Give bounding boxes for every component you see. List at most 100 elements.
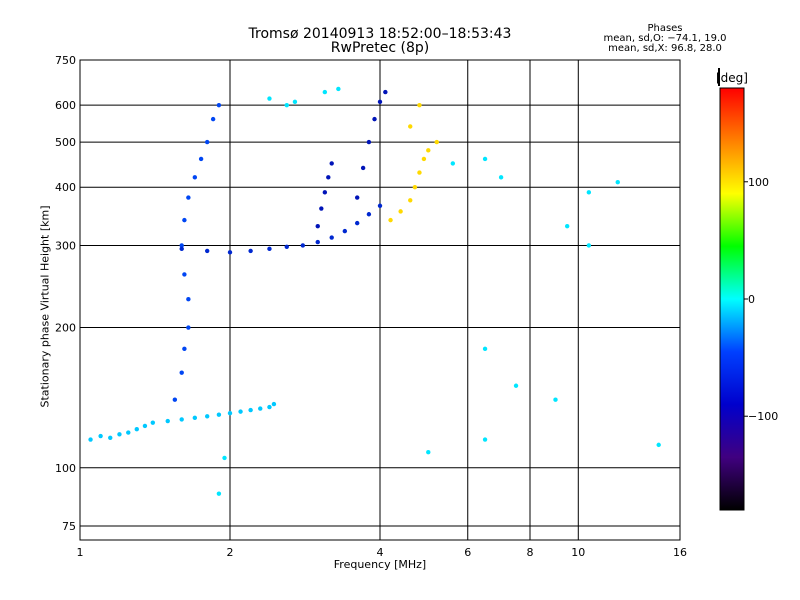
- colorbar-unit-bracket: [718, 68, 720, 86]
- data-point: [426, 148, 431, 153]
- data-point: [366, 139, 372, 145]
- data-point: [142, 423, 148, 429]
- data-point: [482, 346, 488, 352]
- y-tick-label: 500: [55, 136, 76, 149]
- y-tick-label: 750: [55, 54, 76, 67]
- colorbar-unit: [deg]: [716, 71, 748, 85]
- data-point: [326, 175, 331, 180]
- data-point: [417, 170, 422, 175]
- x-tick-label: 4: [377, 546, 384, 559]
- data-point: [108, 435, 113, 440]
- data-point: [192, 415, 198, 421]
- data-point: [227, 250, 233, 255]
- data-point: [329, 235, 334, 240]
- colorbar-tick-label: −100: [748, 410, 778, 423]
- data-point: [656, 442, 661, 448]
- data-point: [322, 89, 328, 95]
- y-tick-label: 75: [62, 520, 76, 533]
- data-point: [300, 243, 306, 248]
- x-tick-label: 10: [571, 546, 585, 559]
- data-point: [182, 217, 187, 223]
- x-tick-label: 16: [673, 546, 687, 559]
- data-point: [284, 244, 289, 250]
- data-point: [258, 406, 263, 411]
- phase-title: Phases: [647, 23, 683, 34]
- data-point: [360, 165, 366, 171]
- data-point: [216, 412, 222, 417]
- data-point: [204, 248, 210, 254]
- y-tick-label: 600: [55, 99, 76, 112]
- data-point: [134, 427, 139, 432]
- data-point: [417, 102, 422, 108]
- data-point: [179, 246, 184, 252]
- data-point: [179, 370, 184, 375]
- data-point: [204, 139, 210, 145]
- data-point: [267, 404, 272, 410]
- phase-x-stats: mean, sd,X: 96.8, 28.0: [608, 43, 722, 54]
- data-point: [377, 203, 383, 208]
- data-point: [398, 209, 403, 214]
- data-point: [150, 420, 156, 425]
- data-point: [586, 243, 592, 248]
- x-tick-label: 6: [464, 546, 471, 559]
- data-point: [366, 212, 372, 217]
- data-point: [88, 437, 93, 442]
- data-point: [179, 417, 184, 422]
- data-point: [238, 409, 243, 414]
- data-point: [210, 116, 216, 122]
- data-point: [284, 102, 289, 108]
- data-point: [482, 437, 488, 442]
- data-point: [513, 383, 519, 388]
- data-point: [182, 346, 187, 352]
- data-point: [172, 397, 178, 402]
- data-point: [126, 430, 131, 435]
- data-point: [426, 450, 431, 455]
- data-point: [421, 156, 427, 162]
- data-point: [292, 99, 298, 105]
- x-tick-label: 1: [77, 546, 84, 559]
- y-tick-label: 200: [55, 322, 76, 335]
- data-point: [192, 175, 198, 180]
- data-point: [329, 161, 334, 166]
- data-point: [186, 195, 191, 200]
- data-point: [186, 325, 191, 330]
- data-point: [372, 116, 377, 122]
- data-point: [204, 414, 210, 419]
- data-point: [216, 491, 222, 496]
- data-point: [408, 198, 413, 203]
- data-point: [408, 124, 413, 129]
- data-point: [383, 89, 388, 95]
- data-point: [248, 407, 253, 413]
- data-point: [615, 180, 620, 185]
- data-point: [553, 397, 558, 402]
- data-point: [586, 190, 592, 195]
- colorbar: [719, 87, 745, 511]
- data-point: [98, 433, 103, 439]
- y-tick-label: 400: [55, 181, 76, 194]
- data-point: [412, 185, 418, 190]
- data-point: [179, 243, 184, 248]
- data-point: [450, 161, 456, 166]
- data-point: [227, 410, 233, 416]
- data-point: [377, 99, 383, 105]
- data-point: [248, 248, 253, 254]
- data-point: [319, 206, 324, 211]
- data-point: [342, 228, 348, 234]
- data-point: [315, 239, 320, 245]
- data-point: [322, 190, 328, 195]
- data-point: [388, 217, 393, 223]
- data-point: [482, 156, 488, 162]
- y-tick-label: 100: [55, 462, 76, 475]
- data-point: [564, 223, 570, 229]
- phase-o-stats: mean, sd,O: −74.1, 19.0: [603, 33, 727, 44]
- data-point: [267, 246, 272, 252]
- data-point: [216, 102, 222, 108]
- data-point: [186, 297, 191, 302]
- data-point: [198, 156, 204, 162]
- data-point: [336, 86, 341, 92]
- colorbar-tick-label: 0: [748, 293, 755, 306]
- data-point: [498, 175, 504, 180]
- data-point: [354, 195, 360, 200]
- data-point: [434, 139, 439, 145]
